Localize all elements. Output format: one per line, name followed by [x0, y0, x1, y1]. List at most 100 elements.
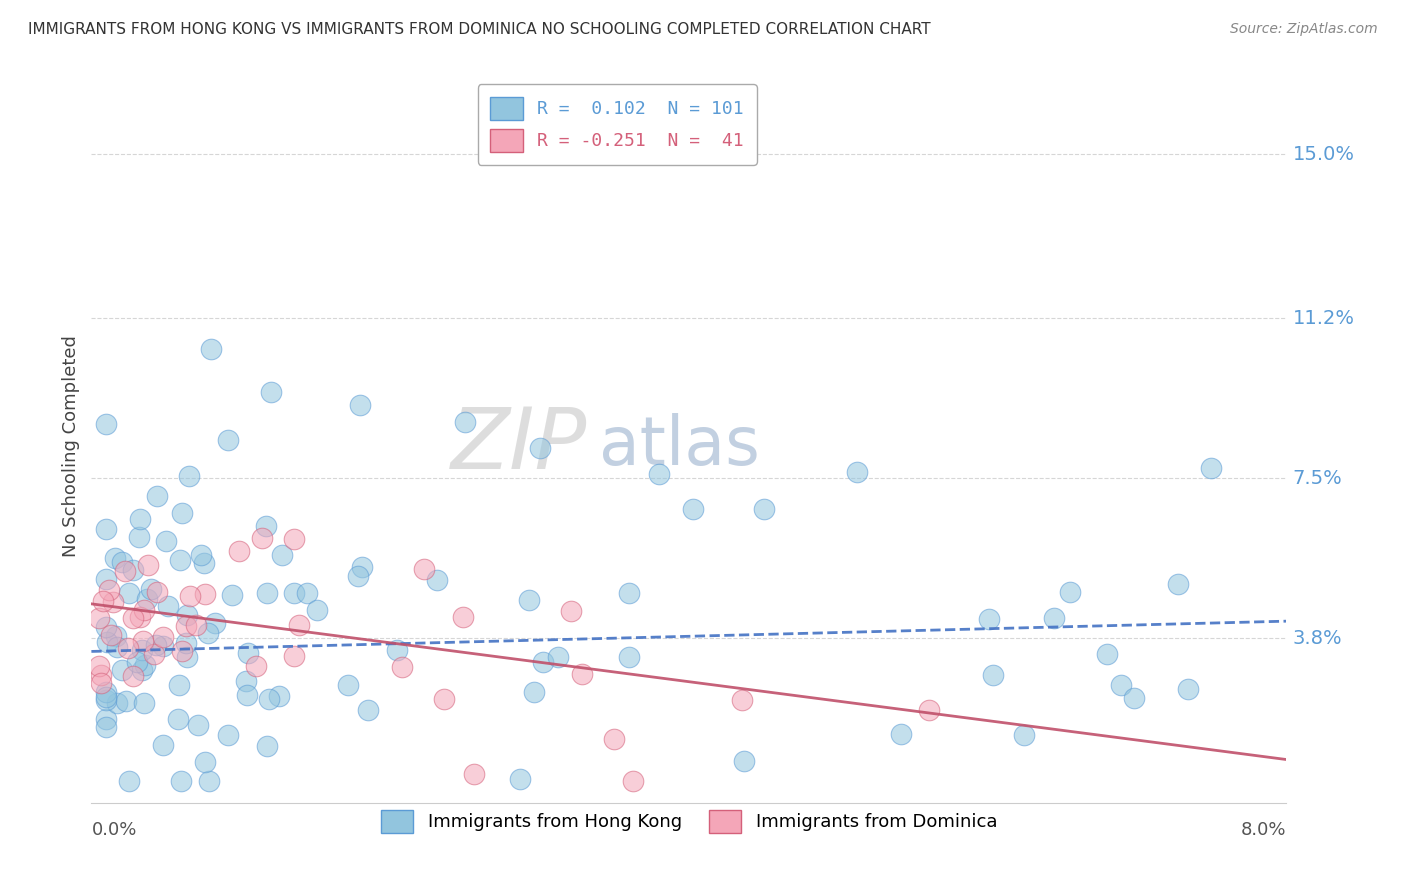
Point: [184, 618, 207, 632]
Point: [204, 616, 226, 631]
Point: [283, 586, 305, 600]
Point: [221, 588, 243, 602]
Point: [347, 569, 370, 583]
Point: [1177, 682, 1199, 697]
Point: [194, 587, 217, 601]
Point: [731, 693, 754, 707]
Point: [131, 642, 153, 657]
Point: [529, 441, 551, 455]
Point: [259, 692, 281, 706]
Point: [426, 574, 449, 588]
Point: [122, 563, 145, 577]
Point: [100, 628, 122, 642]
Point: [918, 703, 941, 717]
Text: IMMIGRANTS FROM HONG KONG VS IMMIGRANTS FROM DOMINICA NO SCHOOLING COMPLETED COR: IMMIGRANTS FROM HONG KONG VS IMMIGRANTS …: [28, 22, 931, 37]
Point: [118, 774, 141, 789]
Point: [170, 644, 193, 658]
Point: [517, 593, 540, 607]
Point: [87, 659, 110, 673]
Point: [114, 564, 136, 578]
Point: [118, 585, 141, 599]
Point: [96, 522, 118, 536]
Point: [96, 690, 118, 704]
Point: [167, 712, 190, 726]
Point: [117, 640, 139, 655]
Point: [122, 611, 145, 625]
Point: [146, 489, 169, 503]
Point: [96, 693, 118, 707]
Point: [105, 640, 128, 654]
Point: [139, 582, 162, 596]
Point: [125, 655, 148, 669]
Point: [560, 604, 582, 618]
Point: [96, 620, 118, 634]
Point: [91, 594, 114, 608]
Point: [198, 774, 221, 789]
Point: [890, 727, 912, 741]
Point: [134, 658, 156, 673]
Point: [217, 433, 239, 447]
Point: [121, 669, 143, 683]
Point: [96, 684, 118, 698]
Point: [174, 618, 197, 632]
Point: [197, 626, 219, 640]
Point: [1059, 585, 1081, 599]
Point: [200, 342, 222, 356]
Point: [454, 415, 477, 429]
Point: [217, 728, 239, 742]
Point: [193, 556, 215, 570]
Point: [176, 649, 198, 664]
Point: [236, 646, 259, 660]
Point: [131, 634, 153, 648]
Point: [682, 502, 704, 516]
Point: [90, 676, 112, 690]
Point: [136, 558, 159, 572]
Point: [981, 668, 1004, 682]
Point: [155, 534, 177, 549]
Point: [110, 663, 132, 677]
Point: [156, 599, 179, 613]
Point: [357, 703, 380, 717]
Point: [131, 663, 153, 677]
Text: 7.5%: 7.5%: [1292, 469, 1343, 488]
Point: [523, 685, 546, 699]
Point: [1095, 648, 1118, 662]
Point: [170, 774, 193, 789]
Point: [174, 636, 197, 650]
Point: [193, 755, 215, 769]
Text: 15.0%: 15.0%: [1292, 145, 1354, 163]
Text: 3.8%: 3.8%: [1292, 629, 1343, 648]
Point: [136, 592, 159, 607]
Point: [252, 531, 274, 545]
Point: [287, 617, 309, 632]
Point: [509, 772, 531, 787]
Point: [128, 530, 150, 544]
Point: [413, 562, 436, 576]
Text: ZIP: ZIP: [451, 404, 588, 488]
Point: [1012, 728, 1035, 742]
Point: [297, 586, 319, 600]
Text: 0.0%: 0.0%: [91, 821, 136, 838]
Point: [228, 544, 250, 558]
Point: [283, 532, 305, 546]
Point: [385, 643, 408, 657]
Point: [648, 467, 671, 482]
Point: [1109, 678, 1132, 692]
Legend: Immigrants from Hong Kong, Immigrants from Dominica: Immigrants from Hong Kong, Immigrants fr…: [370, 799, 1008, 844]
Point: [187, 718, 209, 732]
Point: [350, 560, 373, 574]
Point: [167, 677, 190, 691]
Point: [235, 673, 257, 688]
Point: [307, 603, 329, 617]
Text: atlas: atlas: [599, 413, 761, 479]
Y-axis label: No Schooling Completed: No Schooling Completed: [62, 335, 80, 557]
Point: [179, 590, 201, 604]
Point: [617, 650, 640, 665]
Point: [96, 417, 118, 431]
Point: [152, 739, 174, 753]
Point: [129, 610, 152, 624]
Point: [96, 720, 118, 734]
Point: [259, 384, 281, 399]
Point: [254, 519, 277, 533]
Point: [152, 639, 174, 653]
